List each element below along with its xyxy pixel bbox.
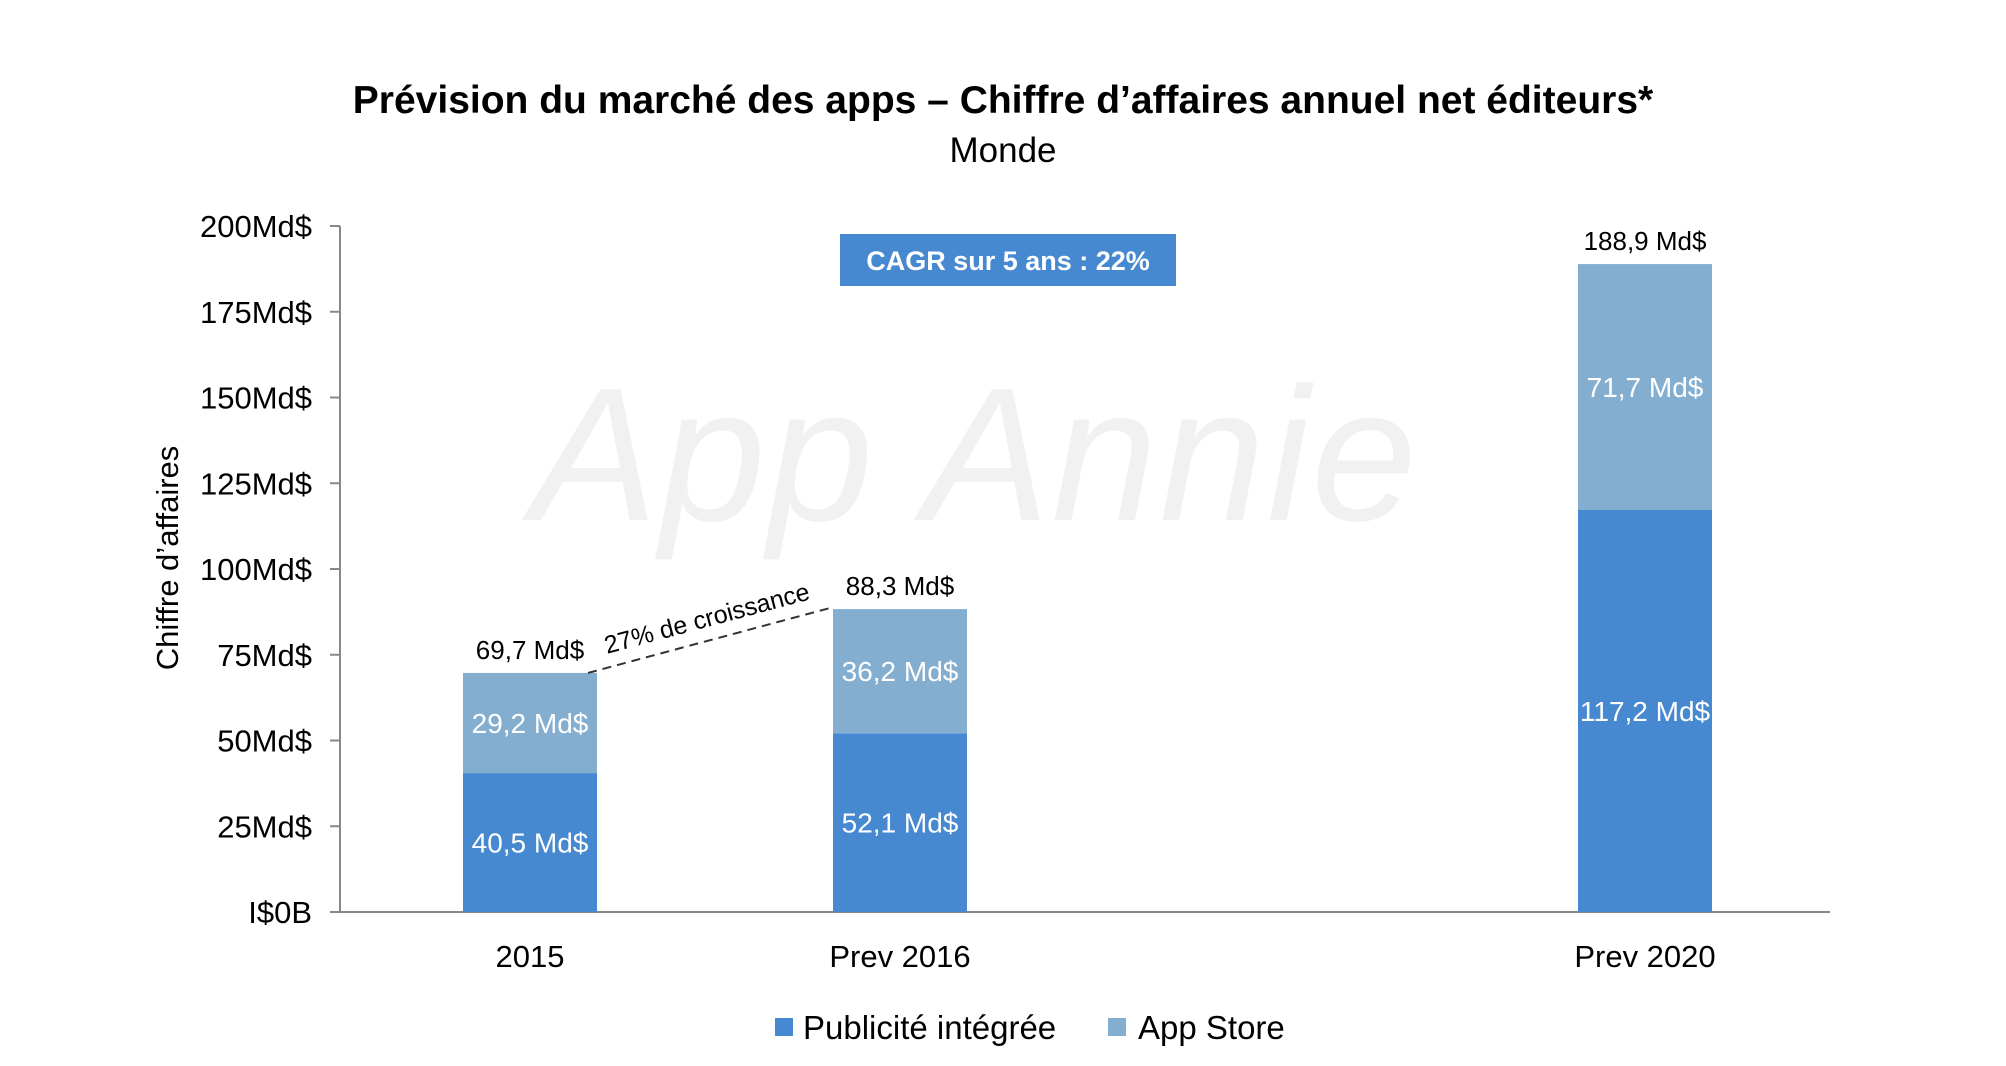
bar-app-store xyxy=(463,672,597,774)
chart-title: Prévision du marché des apps – Chiffre d… xyxy=(353,79,1654,122)
y-tick-label: 25Md$ xyxy=(217,809,312,844)
y-tick-label: 50Md$ xyxy=(217,724,312,759)
growth-connector xyxy=(587,607,831,674)
segment-value-label: 117,2 Md$ xyxy=(1580,696,1711,727)
segment-value-label: 71,7 Md$ xyxy=(1587,372,1704,403)
growth-annotation: 27% de croissance xyxy=(601,578,812,660)
x-tick-label: Prev 2020 xyxy=(1574,939,1715,974)
total-value-label: 88,3 Md$ xyxy=(846,571,955,601)
cagr-badge: CAGR sur 5 ans : 22% xyxy=(840,234,1176,286)
segment-value-label: 36,2 Md$ xyxy=(842,656,959,687)
y-tick-label: 150Md$ xyxy=(200,381,312,416)
bar-publicite xyxy=(833,733,967,912)
cagr-badge-background xyxy=(840,234,1176,286)
chart-subtitle: Monde xyxy=(949,131,1056,170)
x-tick-label: Prev 2016 xyxy=(829,939,970,974)
watermark: App Annie xyxy=(521,349,1419,561)
total-value-label: 69,7 Md$ xyxy=(476,635,585,665)
total-value-label: 188,9 Md$ xyxy=(1584,226,1707,256)
y-axis-label: Chiffre d’affaires xyxy=(150,446,185,671)
legend-swatch xyxy=(775,1018,793,1036)
legend-swatch xyxy=(1108,1018,1126,1036)
y-tick-label: 200Md$ xyxy=(200,209,312,244)
legend-item-app-store: App Store xyxy=(1108,1009,1285,1046)
segment-value-label: 40,5 Md$ xyxy=(472,828,589,859)
legend: Publicité intégrée App Store xyxy=(775,1009,1285,1046)
segment-value-label: 29,2 Md$ xyxy=(472,708,589,739)
plot-area: I$0B 25Md$ 50Md$ 75Md$ 100Md$ 125Md$ 150Md$ 175… xyxy=(200,209,1830,974)
bar-app-store xyxy=(1578,264,1712,511)
y-tick-label: 125Md$ xyxy=(200,466,312,501)
legend-item-publicite: Publicité intégrée xyxy=(775,1009,1056,1046)
y-tick-label: 175Md$ xyxy=(200,295,312,330)
bar-publicite xyxy=(463,773,597,912)
legend-label: Publicité intégrée xyxy=(803,1009,1056,1046)
cagr-badge-text: CAGR sur 5 ans : 22% xyxy=(866,246,1150,276)
segment-value-label: 52,1 Md$ xyxy=(842,808,959,839)
y-tick-label: I$0B xyxy=(248,895,312,930)
y-tick-label: 75Md$ xyxy=(217,638,312,673)
y-tick-label: 100Md$ xyxy=(200,552,312,587)
x-tick-label: 2015 xyxy=(496,939,565,974)
bar-publicite xyxy=(1578,510,1712,912)
bar-app-store xyxy=(833,609,967,734)
legend-label: App Store xyxy=(1138,1009,1285,1046)
